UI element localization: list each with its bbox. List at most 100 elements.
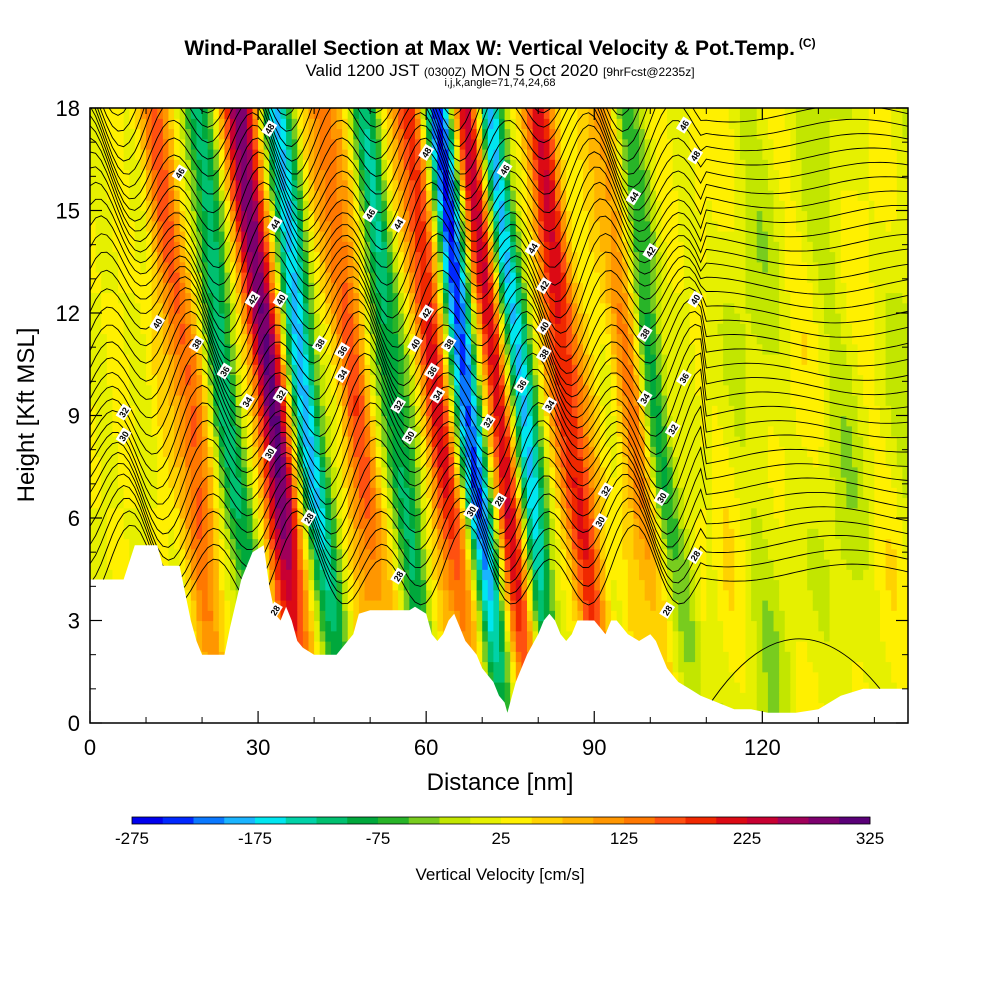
field-cell xyxy=(151,302,158,314)
field-cell xyxy=(375,425,382,437)
field-cell xyxy=(431,333,438,345)
field-cell xyxy=(499,425,506,437)
field-cell xyxy=(426,436,433,447)
field-cell xyxy=(549,313,556,324)
field-cell xyxy=(392,200,399,212)
field-cell xyxy=(118,569,125,581)
field-cell xyxy=(325,343,332,355)
field-cell xyxy=(224,600,231,611)
field-cell xyxy=(409,354,416,365)
field-cell xyxy=(308,436,315,447)
field-cell xyxy=(118,302,125,314)
field-cell xyxy=(482,282,489,294)
field-cell xyxy=(414,159,422,171)
field-cell xyxy=(420,241,427,253)
field-cell xyxy=(129,323,136,335)
field-cell xyxy=(370,384,377,396)
field-cell xyxy=(95,251,102,263)
field-cell xyxy=(493,138,500,150)
field-cell xyxy=(196,641,203,652)
field-cell xyxy=(319,446,326,458)
field-cell xyxy=(414,272,422,283)
field-cell xyxy=(291,374,298,386)
field-cell xyxy=(252,487,259,499)
field-cell xyxy=(101,302,108,314)
field-cell xyxy=(258,220,265,232)
field-cell xyxy=(398,600,405,611)
field-cell xyxy=(336,302,343,314)
field-cell xyxy=(448,569,455,581)
field-cell xyxy=(112,149,119,160)
field-cell xyxy=(470,415,478,427)
field-cell xyxy=(437,210,444,222)
field-cell xyxy=(358,149,366,160)
field-cell xyxy=(319,313,326,324)
field-cell xyxy=(123,333,130,345)
field-cell xyxy=(521,128,528,140)
field-cell xyxy=(403,210,410,222)
field-cell xyxy=(106,487,114,499)
field-cell xyxy=(258,436,265,447)
field-cell xyxy=(319,415,326,427)
field-cell xyxy=(179,405,186,417)
field-cell xyxy=(476,220,483,232)
field-cell xyxy=(420,456,427,468)
field-cell xyxy=(190,179,198,191)
field-cell xyxy=(235,405,242,417)
field-cell xyxy=(241,333,248,345)
field-cell xyxy=(476,108,483,119)
field-cell xyxy=(521,108,528,119)
field-cell xyxy=(241,518,248,529)
field-cell xyxy=(129,179,136,191)
field-cell xyxy=(280,169,287,181)
field-cell xyxy=(476,425,483,437)
field-cell xyxy=(499,282,506,294)
field-cell xyxy=(493,641,500,652)
field-cell xyxy=(106,118,114,130)
field-cell xyxy=(538,436,545,447)
field-cell xyxy=(280,456,287,468)
field-cell xyxy=(398,518,405,529)
field-cell xyxy=(420,200,427,212)
field-cell xyxy=(454,436,461,447)
field-cell xyxy=(532,384,539,396)
field-cell xyxy=(392,231,399,242)
field-cell xyxy=(286,190,293,201)
field-cell xyxy=(302,405,310,417)
field-cell xyxy=(487,200,494,212)
field-cell xyxy=(527,108,534,119)
field-cell xyxy=(476,302,483,314)
field-cell xyxy=(555,579,562,591)
field-cell xyxy=(543,200,551,212)
field-cell xyxy=(454,292,461,304)
field-cell xyxy=(403,282,410,294)
field-cell xyxy=(174,384,181,396)
field-cell xyxy=(375,384,382,396)
field-cell xyxy=(510,220,517,232)
field-cell xyxy=(510,405,517,417)
field-cell xyxy=(235,190,242,201)
field-cell xyxy=(263,507,270,519)
field-cell xyxy=(392,108,399,119)
field-cell xyxy=(106,569,114,581)
field-cell xyxy=(510,507,517,519)
field-cell xyxy=(543,169,551,181)
field-cell xyxy=(185,415,192,427)
field-cell xyxy=(381,415,388,427)
field-cell xyxy=(342,313,349,324)
field-cell xyxy=(336,282,343,294)
field-cell xyxy=(470,466,478,478)
field-cell xyxy=(499,528,506,540)
field-cell xyxy=(543,261,551,273)
field-cell xyxy=(286,261,293,273)
field-cell xyxy=(487,641,494,652)
field-cell xyxy=(235,302,242,314)
field-cell xyxy=(504,292,511,304)
field-cell xyxy=(190,323,198,335)
field-cell xyxy=(308,415,315,427)
field-cell xyxy=(330,302,338,314)
field-cell xyxy=(465,589,472,601)
field-cell xyxy=(246,251,254,263)
field-cell xyxy=(515,200,523,212)
field-cell xyxy=(302,436,310,447)
